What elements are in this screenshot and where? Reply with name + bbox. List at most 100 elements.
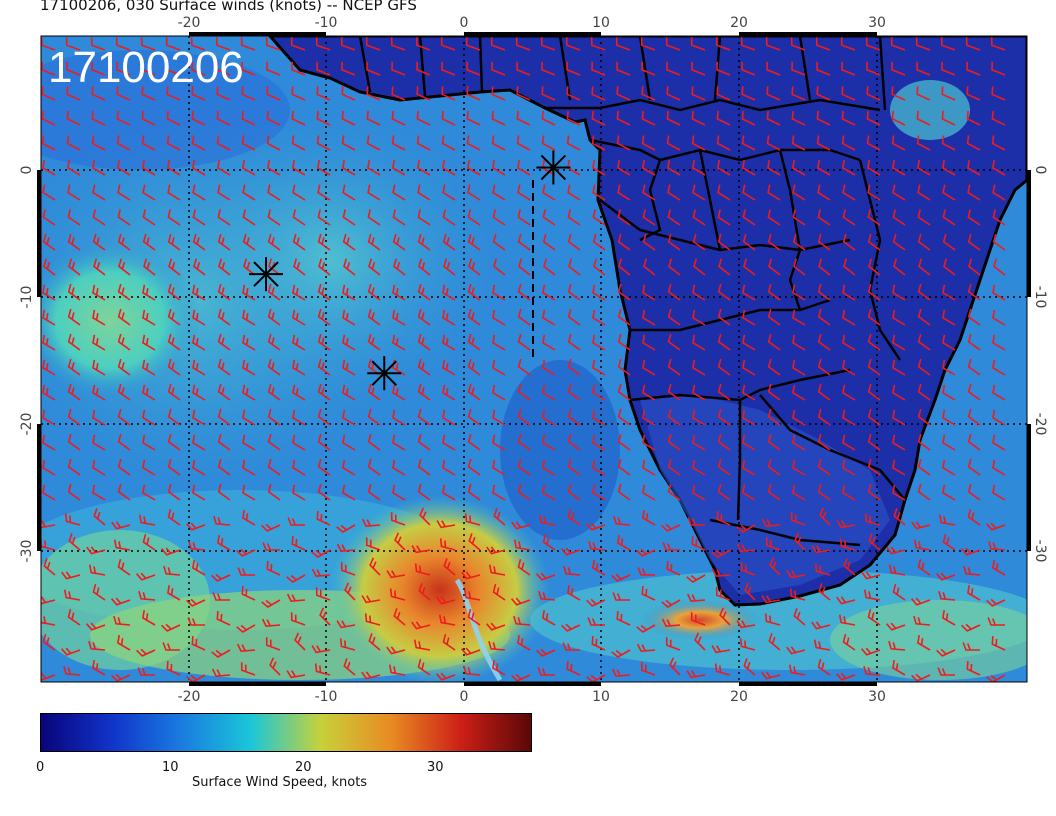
wind-barb bbox=[317, 209, 331, 226]
wind-barb bbox=[242, 334, 256, 351]
wind-barb bbox=[742, 184, 756, 201]
wind-barb bbox=[717, 333, 731, 351]
wind-barb bbox=[789, 588, 806, 601]
wind-barb bbox=[767, 184, 781, 201]
wind-barb bbox=[138, 514, 156, 526]
wind-barb bbox=[566, 86, 581, 101]
wind-barb bbox=[917, 383, 931, 401]
wind-barb bbox=[341, 135, 356, 151]
wind-barb bbox=[690, 37, 706, 51]
wind-barb bbox=[216, 86, 231, 101]
wind-barb bbox=[217, 308, 231, 326]
wind-barb bbox=[791, 135, 806, 151]
wind-barb bbox=[864, 513, 881, 526]
wind-barb bbox=[267, 333, 281, 351]
wind-barb bbox=[767, 308, 781, 326]
wind-barb bbox=[988, 540, 1006, 551]
lon-tick-label: 30 bbox=[868, 689, 886, 705]
wind-barb bbox=[141, 135, 156, 151]
wind-barb bbox=[642, 509, 656, 526]
wind-barb bbox=[63, 589, 81, 601]
wind-barb bbox=[142, 359, 156, 376]
wind-barb bbox=[517, 358, 531, 376]
wind-barbs bbox=[41, 37, 1006, 682]
wind-barb bbox=[790, 512, 806, 526]
wind-barb bbox=[392, 459, 406, 476]
wind-barb bbox=[817, 209, 831, 226]
wind-barb bbox=[517, 159, 531, 176]
wind-barb bbox=[342, 459, 356, 476]
wind-barb bbox=[592, 459, 606, 476]
wind-barb bbox=[890, 37, 906, 51]
wind-barb bbox=[42, 634, 56, 651]
wind-barb bbox=[967, 209, 981, 226]
wind-barb bbox=[867, 609, 881, 626]
wind-barb bbox=[867, 283, 881, 301]
wind-barb bbox=[942, 359, 956, 376]
wind-barb bbox=[217, 233, 231, 251]
wind-barb bbox=[42, 209, 56, 226]
wind-barb bbox=[286, 593, 306, 603]
wind-barb bbox=[511, 521, 531, 530]
wind-barb bbox=[418, 258, 431, 276]
wind-barb bbox=[460, 647, 481, 656]
colorbar-title: Surface Wind Speed, knots bbox=[192, 775, 368, 790]
wind-barb bbox=[942, 284, 956, 301]
wind-barb bbox=[967, 333, 981, 351]
wind-barb bbox=[986, 674, 1006, 682]
lat-tick-label: -30 bbox=[1032, 540, 1048, 563]
wind-barb bbox=[492, 334, 506, 351]
wind-barb bbox=[316, 86, 331, 101]
wind-barb bbox=[166, 135, 181, 151]
wind-barb bbox=[640, 37, 656, 51]
wind-barb bbox=[792, 309, 806, 326]
wind-barb bbox=[163, 565, 181, 576]
wind-barb bbox=[667, 333, 681, 351]
wind-barb bbox=[642, 233, 656, 251]
wind-barb bbox=[193, 258, 206, 276]
wind-barb bbox=[92, 233, 106, 251]
wind-barb bbox=[417, 408, 431, 426]
wind-barb bbox=[415, 37, 431, 51]
wind-barb bbox=[117, 634, 131, 651]
wind-barb bbox=[992, 484, 1006, 501]
wind-barb bbox=[142, 409, 156, 426]
wind-barb bbox=[485, 622, 506, 631]
wind-barb bbox=[166, 86, 181, 101]
wind-barb bbox=[967, 408, 981, 426]
wind-barb bbox=[867, 458, 881, 476]
wind-barb bbox=[917, 559, 931, 576]
wind-barb bbox=[567, 184, 581, 201]
wind-barb bbox=[891, 110, 906, 126]
wind-barb bbox=[186, 674, 206, 682]
wind-barb bbox=[292, 184, 306, 201]
wind-barb bbox=[185, 522, 206, 531]
wind-barb bbox=[938, 590, 956, 601]
wind-barb bbox=[435, 672, 456, 681]
wind-barb bbox=[192, 459, 206, 476]
wind-barb bbox=[667, 408, 681, 426]
wind-barb bbox=[818, 258, 831, 276]
wind-barb bbox=[67, 609, 81, 626]
wind-barb bbox=[917, 483, 931, 501]
wind-barb bbox=[611, 649, 631, 658]
wind-barb bbox=[191, 135, 206, 151]
wind-barb bbox=[242, 233, 256, 251]
wind-barb bbox=[617, 483, 631, 501]
wind-barb bbox=[192, 359, 206, 376]
wind-barb bbox=[992, 434, 1006, 451]
wind-barb bbox=[867, 483, 881, 501]
wind-barb bbox=[910, 597, 931, 606]
wind-barb bbox=[517, 184, 531, 201]
wind-barb bbox=[767, 358, 781, 376]
wind-barb bbox=[992, 559, 1006, 576]
wind-barb bbox=[892, 334, 906, 351]
wind-barb bbox=[865, 37, 881, 51]
wind-barb bbox=[340, 37, 356, 51]
wind-barb bbox=[792, 209, 806, 226]
wind-barb bbox=[167, 509, 181, 526]
wind-barb bbox=[342, 484, 356, 501]
lon-labels-top: -20 -10 0 10 20 30 bbox=[178, 15, 886, 31]
wind-barb bbox=[367, 308, 381, 326]
